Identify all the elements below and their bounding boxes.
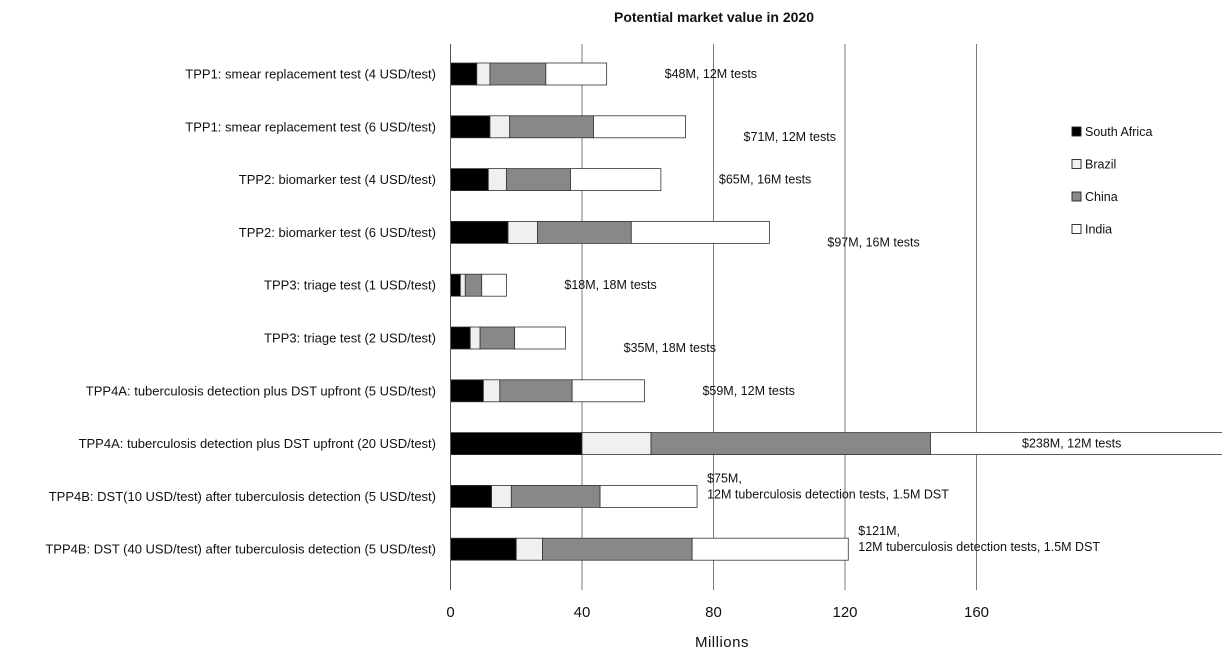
legend-label: Brazil [1085, 158, 1116, 172]
bar-segment-brazil [489, 115, 511, 139]
legend-swatch [1071, 159, 1082, 169]
x-tick-labels: 0 40 80 120 160 [446, 604, 989, 621]
bar-segment-brazil [507, 220, 539, 244]
bar-annotation: 12M tuberculosis detection tests, 1.5M D… [858, 540, 1100, 554]
x-tick-label: 40 [574, 604, 591, 621]
legend-swatch [1071, 126, 1082, 137]
bar-segment-south-africa [450, 537, 517, 561]
bar-annotation: $48M, 12M tests [665, 67, 757, 81]
bar-segment-china [505, 168, 571, 192]
x-tick-label: 80 [705, 604, 722, 621]
bar-segment-brazil [491, 484, 512, 508]
bar-segment-brazil [515, 537, 543, 561]
bar-segment-india [481, 273, 507, 297]
x-tick-label: 160 [964, 604, 989, 621]
category-label: TPP4A: tuberculosis detection plus DST u… [79, 436, 436, 451]
legend: South Africa Brazil China India [1071, 125, 1152, 237]
bar-segment-south-africa [450, 432, 583, 456]
bar-segment-south-africa [450, 220, 509, 244]
bar-annotation: $97M, 16M tests [827, 235, 919, 249]
bar-annotation: $59M, 12M tests [702, 384, 794, 398]
bar-segment-brazil [482, 379, 501, 403]
bar-segment-brazil [476, 62, 491, 86]
x-tick-label: 120 [832, 604, 857, 621]
category-label: TPP1: smear replacement test (6 USD/test… [185, 119, 436, 134]
bar-segment-india [593, 115, 686, 139]
bar-segment-china [479, 326, 516, 350]
bar-segment-india [630, 220, 770, 244]
bar-segment-south-africa [450, 273, 461, 297]
bar-segment-china [499, 379, 573, 403]
bar-segment-china [650, 432, 931, 456]
category-label: TPP4A: tuberculosis detection plus DST u… [86, 383, 436, 398]
legend-swatch [1071, 191, 1082, 202]
bar-segment-south-africa [450, 168, 489, 192]
category-label: TPP4B: DST (40 USD/test) after tuberculo… [45, 542, 436, 557]
bar-annotation: $65M, 16M tests [719, 173, 811, 187]
bar-segment-india [571, 379, 645, 403]
category-label: TPP2: biomarker test (6 USD/test) [239, 225, 436, 240]
bar-segment-brazil [459, 273, 466, 297]
bar-segment-india [691, 537, 849, 561]
bar-segment-india [930, 432, 1222, 456]
chart-title: Potential market value in 2020 [614, 9, 814, 25]
bar-segment-india [514, 326, 566, 350]
legend-label: South Africa [1085, 125, 1152, 139]
bars [450, 62, 1222, 561]
bar-segment-china [489, 62, 547, 86]
legend-swatch [1071, 224, 1082, 234]
bar-segment-brazil [581, 432, 652, 456]
bar-segment-south-africa [450, 484, 492, 508]
bar-segment-brazil [487, 168, 507, 192]
category-label: TPP3: triage test (2 USD/test) [264, 331, 436, 346]
bar-annotation: 12M tuberculosis detection tests, 1.5M D… [707, 487, 949, 501]
legend-label: India [1085, 223, 1112, 237]
bar-segment-south-africa [450, 379, 484, 403]
category-label: TPP2: biomarker test (4 USD/test) [239, 172, 436, 187]
bar-segment-china [510, 484, 601, 508]
legend-label: China [1085, 190, 1118, 204]
bar-annotation: $75M, [707, 471, 742, 485]
bar-segment-brazil [469, 326, 481, 350]
bar-segment-china [509, 115, 594, 139]
bar-segment-china [464, 273, 483, 297]
bar-segment-south-africa [450, 115, 491, 139]
bar-annotation: $71M, 12M tests [744, 130, 836, 144]
bar-annotation: $35M, 18M tests [624, 341, 716, 355]
x-axis-title: Millions [695, 634, 749, 651]
bar-segment-south-africa [450, 326, 471, 350]
bar-segment-south-africa [450, 62, 478, 86]
bar-segment-india [570, 168, 662, 192]
category-label: TPP1: smear replacement test (4 USD/test… [185, 67, 436, 82]
category-label: TPP4B: DST(10 USD/test) after tuberculos… [49, 489, 436, 504]
x-tick-label: 0 [446, 604, 454, 621]
category-labels: TPP1: smear replacement test (4 USD/test… [45, 67, 436, 557]
bar-segment-china [537, 220, 632, 244]
bar-segment-china [542, 537, 693, 561]
bar-annotation: $121M, [858, 524, 900, 538]
bar-annotation: $18M, 18M tests [564, 278, 656, 292]
category-label: TPP3: triage test (1 USD/test) [264, 278, 436, 293]
bar-annotation: $238M, 12M tests [1022, 437, 1121, 451]
bar-segment-india [545, 62, 608, 86]
bar-segment-india [599, 484, 698, 508]
bar-annotations: $48M, 12M tests $71M, 12M tests $65M, 16M … [564, 67, 1121, 554]
